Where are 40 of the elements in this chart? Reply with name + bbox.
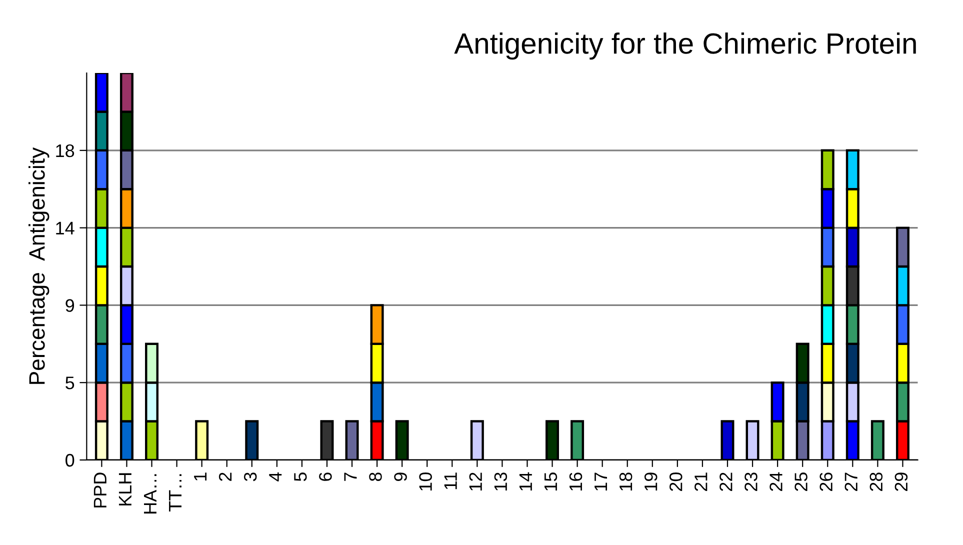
x-tick-label: 1 (194, 472, 206, 480)
x-tick-label: 5 (294, 472, 307, 482)
x-tick-label: 6 (319, 472, 332, 481)
chart-title: Antigenicity for the Chimeric Protein (454, 32, 916, 60)
x-tick-label: 2 (218, 472, 232, 481)
y-tick-label: 5 (66, 376, 74, 390)
y-tick-label: 9 (66, 299, 74, 312)
x-tick-label: 29 (894, 472, 908, 491)
y-tick-label: 0 (66, 454, 74, 467)
x-tick-label: 22 (720, 472, 732, 491)
x-tick-label: 26 (820, 472, 832, 491)
x-tick-label: 19 (644, 472, 658, 490)
x-tick-label: KLH (118, 473, 132, 506)
x-tick-label: 10 (419, 472, 432, 490)
x-tick-label: 15 (544, 472, 558, 490)
x-tick-label: 14 (519, 472, 532, 490)
y-axis-title: Percentage Antigenicity (28, 147, 50, 384)
x-tick-label: 24 (770, 472, 782, 491)
x-tick-label: TT… (169, 474, 182, 512)
x-tick-label: 25 (794, 472, 808, 491)
x-tick-label: 23 (744, 472, 758, 491)
x-tick-label: 27 (844, 472, 858, 491)
x-tick-label: 16 (569, 472, 582, 490)
x-tick-label: 13 (494, 472, 508, 490)
y-tick-label: 18 (56, 144, 74, 158)
y-tick-label: 14 (56, 222, 74, 234)
x-tick-label: 11 (444, 472, 457, 490)
x-tick-label: HA… (144, 474, 156, 514)
x-tick-label: PPD (94, 472, 106, 508)
x-tick-label: 9 (394, 472, 407, 481)
x-tick-label: 20 (669, 472, 682, 491)
x-tick-label: 17 (594, 472, 607, 490)
x-tick-label: 3 (244, 472, 257, 482)
x-tick-label: 18 (619, 472, 632, 490)
x-tick-label: 7 (344, 472, 357, 481)
x-tick-label: 12 (469, 472, 482, 490)
x-tick-label: 28 (870, 472, 883, 491)
x-tick-label: 21 (694, 472, 708, 491)
x-tick-label: 8 (369, 472, 382, 482)
x-tick-label: 4 (269, 472, 282, 482)
